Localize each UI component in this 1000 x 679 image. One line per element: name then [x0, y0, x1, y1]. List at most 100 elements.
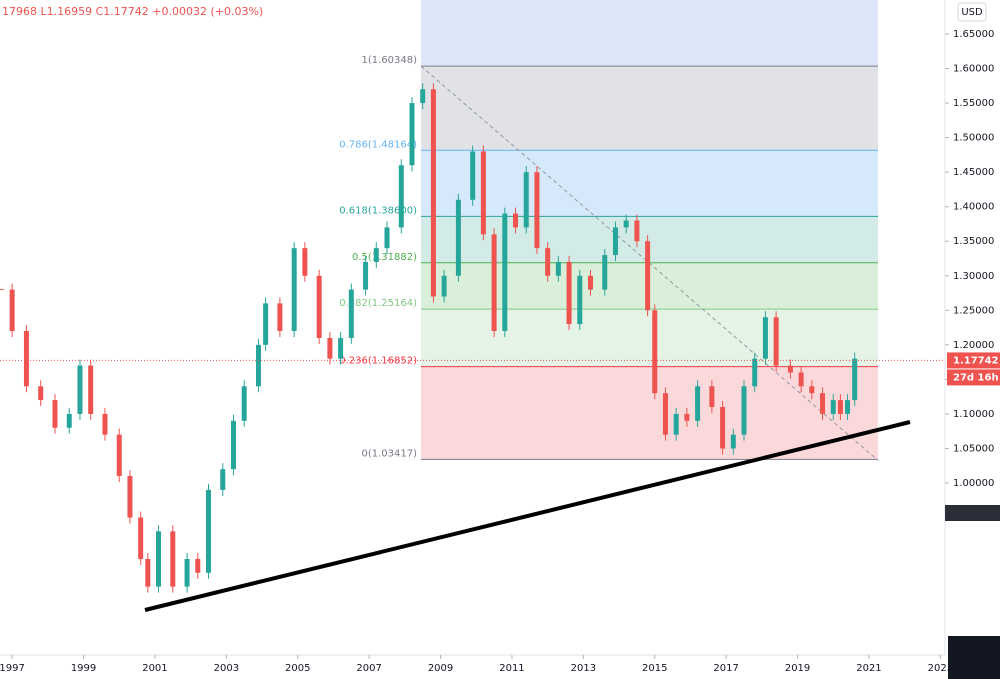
candle	[441, 275, 447, 297]
candle	[820, 393, 826, 414]
corner-block	[948, 636, 1000, 679]
candle	[348, 289, 354, 338]
candle	[277, 303, 283, 332]
currency-box[interactable]	[957, 2, 987, 22]
candle	[420, 89, 426, 104]
candle	[316, 275, 322, 338]
candle	[127, 476, 133, 518]
candle	[230, 420, 236, 470]
candle	[145, 558, 151, 587]
candle	[184, 558, 190, 587]
candle	[623, 220, 629, 228]
candle	[787, 365, 793, 373]
candle	[662, 393, 668, 435]
candle	[513, 213, 519, 228]
y-tick-label: 1.25000	[953, 305, 994, 316]
x-tick-label: 2019	[785, 663, 810, 674]
candle	[338, 337, 344, 359]
fib-label: 0.382(1.25164)	[339, 298, 417, 309]
candle	[645, 241, 651, 311]
y-tick-label: 1.65000	[953, 29, 994, 40]
y-tick-label: 1.50000	[953, 133, 994, 144]
y-tick-label: 1.55000	[953, 98, 994, 109]
candle	[652, 310, 658, 394]
candle	[852, 358, 858, 401]
fib-label: 0.786(1.48164)	[339, 139, 417, 150]
x-tick-label: 2021	[856, 663, 881, 674]
fib-label: 0(1.03417)	[361, 448, 417, 459]
candle	[398, 165, 404, 228]
y-tick-label: 1.35000	[953, 236, 994, 247]
y-tick-label: 1.40000	[953, 202, 994, 213]
candle	[384, 227, 390, 249]
candle	[241, 386, 247, 421]
candle	[684, 413, 690, 421]
candle	[566, 261, 572, 325]
x-tick-label: 2009	[428, 663, 453, 674]
candle	[695, 386, 701, 421]
candle	[88, 365, 94, 414]
currency: USD	[961, 7, 983, 18]
candle	[534, 172, 540, 249]
candle	[491, 234, 497, 332]
candle	[673, 413, 679, 435]
candle	[102, 413, 108, 435]
x-tick-label: 2011	[499, 663, 524, 674]
fib-label: 0.618(1.38600)	[339, 205, 417, 216]
candle	[762, 317, 768, 359]
countdown: 27d 16h	[953, 372, 999, 383]
x-tick-label: 2023	[928, 663, 953, 674]
y-tick-label: 1.00000	[953, 478, 994, 489]
candle	[23, 331, 29, 387]
x-tick-label: 2001	[142, 663, 167, 674]
fib-zone	[421, 66, 878, 151]
candle	[752, 358, 758, 387]
fib-label: 0.236(1.16852)	[339, 356, 417, 367]
y-tick-label: 1.30000	[953, 271, 994, 282]
candle	[205, 489, 211, 573]
candle	[545, 248, 551, 276]
y-tick-label: 1.20000	[953, 340, 994, 351]
x-tick-label: 2013	[571, 663, 596, 674]
trend-line	[144, 420, 911, 612]
x-tick-label: 1997	[0, 663, 25, 674]
candle	[77, 365, 83, 414]
candle	[709, 386, 715, 408]
candle	[845, 400, 851, 414]
last-price-label: 1.17742	[953, 355, 999, 366]
last-price-box	[947, 352, 1000, 369]
ohlc-header: 17968 L1.16959 C1.17742 +0.00032 (+0.03%…	[2, 5, 263, 18]
fib-zone	[421, 309, 878, 367]
candle	[523, 172, 529, 228]
countdown-box	[947, 369, 1000, 386]
candle	[156, 531, 162, 587]
candle	[291, 248, 297, 332]
fib-zone	[421, 150, 878, 217]
candle	[773, 317, 779, 366]
x-tick-label: 2015	[642, 663, 667, 674]
y-tick-label: 1.05000	[953, 443, 994, 454]
x-tick-label: 1999	[71, 663, 96, 674]
candle	[809, 386, 815, 394]
candle	[602, 255, 608, 290]
candle	[555, 261, 561, 276]
axis-block	[945, 505, 1000, 521]
x-tick-label: 2003	[214, 663, 239, 674]
candle	[837, 400, 843, 414]
y-tick-label: 1.10000	[953, 409, 994, 420]
candle	[327, 337, 333, 359]
candle	[430, 89, 436, 297]
fib-label: 0.5(1.31882)	[352, 252, 417, 263]
candle	[302, 248, 308, 276]
candle	[470, 151, 476, 200]
candle	[730, 434, 736, 449]
candle	[170, 531, 176, 587]
candle	[634, 220, 640, 242]
candle	[720, 407, 726, 449]
candle	[9, 289, 15, 332]
x-tick-label: 2007	[356, 663, 381, 674]
candle	[612, 227, 618, 256]
candle	[66, 413, 72, 428]
x-tick-label: 2005	[285, 663, 310, 674]
candle	[220, 469, 226, 490]
